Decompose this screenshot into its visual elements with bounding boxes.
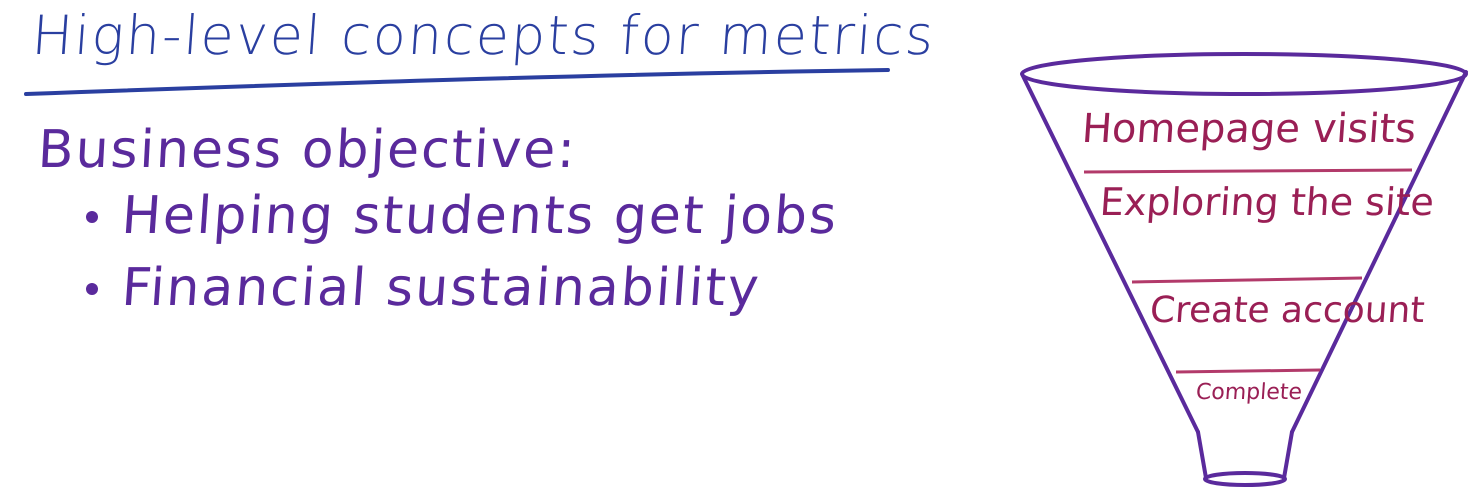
funnel-spout-right xyxy=(1282,430,1294,480)
bullet-icon xyxy=(86,283,98,295)
funnel-left-side xyxy=(1021,74,1200,434)
funnel-stage-homepage-visits: Homepage visits xyxy=(1080,106,1418,152)
funnel-divider-3 xyxy=(1175,368,1321,374)
funnel-spout-bottom xyxy=(1203,471,1287,487)
objective-item-financial: Financial sustainability xyxy=(80,252,838,324)
bullet-icon xyxy=(86,211,98,223)
funnel-stage-complete: Complete xyxy=(1195,380,1303,405)
funnel-divider-1 xyxy=(1083,168,1413,174)
funnel-divider-2 xyxy=(1131,276,1363,284)
funnel-rim xyxy=(1020,52,1468,96)
objective-list: Helping students get jobs Financial sust… xyxy=(80,180,840,324)
funnel-stage-exploring-site: Exploring the site xyxy=(1098,180,1436,224)
funnel-stage-create-account: Create account xyxy=(1148,290,1426,331)
funnel-spout-left xyxy=(1196,430,1208,480)
funnel-right-side xyxy=(1290,70,1468,434)
objective-item-jobs: Helping students get jobs xyxy=(80,180,840,252)
